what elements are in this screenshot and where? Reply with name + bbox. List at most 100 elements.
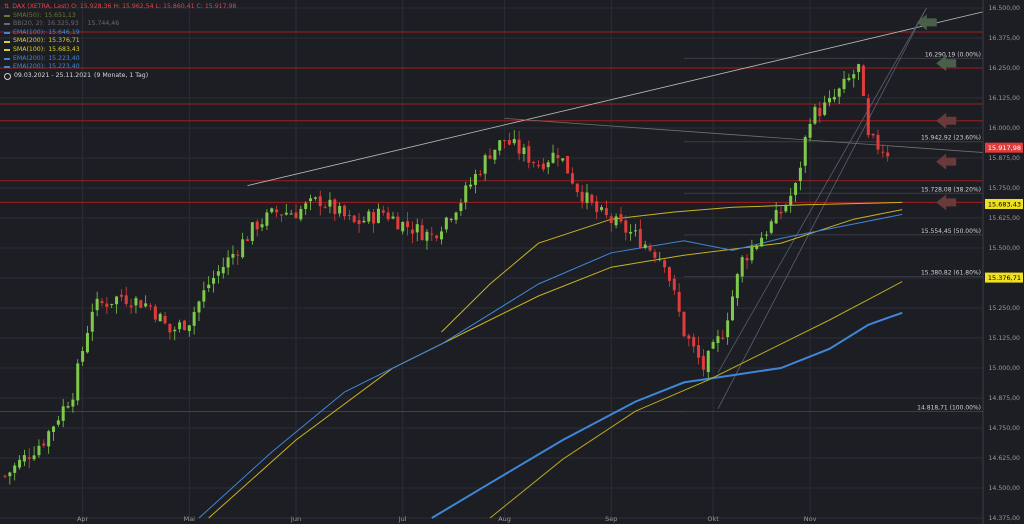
price-tag-label: 15.917,98	[988, 144, 1021, 152]
ma-line	[441, 201, 903, 333]
legend-label: EMA(200):	[13, 54, 46, 62]
legend-row: EMA(200): 15.223,40	[4, 63, 236, 72]
candle-up	[808, 123, 812, 138]
candle-down	[575, 183, 579, 193]
x-tick-label: Aug	[498, 515, 511, 523]
candle-down	[566, 156, 570, 174]
candle-up	[178, 322, 182, 330]
arrow-marker-icon	[936, 112, 957, 129]
candle-up	[711, 341, 715, 349]
candle-down	[42, 443, 46, 446]
candle-up	[299, 208, 303, 220]
candle-down	[396, 216, 400, 230]
arrow-marker-icon	[916, 14, 937, 31]
candle-up	[134, 298, 138, 306]
candle-up	[71, 399, 75, 407]
dax-logo-icon: ⇅	[4, 3, 10, 10]
trendline	[247, 7, 1000, 186]
candle-down	[701, 355, 705, 370]
candle-down	[105, 303, 109, 307]
candle-up	[459, 203, 463, 211]
candle-down	[357, 220, 361, 225]
candle-down	[3, 475, 7, 477]
legend-swatch	[4, 49, 10, 52]
candle-up	[90, 311, 94, 332]
chart-legend: ⇅ DAX (XETRA, Last) O: 15.928,36 H: 15.9…	[4, 3, 236, 80]
y-tick-label: 15.250,00	[989, 305, 1021, 312]
price-tag	[985, 272, 1023, 283]
y-tick-label: 14.375,00	[989, 515, 1021, 522]
candle-down	[488, 155, 492, 159]
candle-up	[362, 220, 366, 223]
candle-up	[197, 301, 201, 313]
legend-label: EMA(100):	[13, 28, 46, 36]
ma-line	[431, 311, 903, 519]
candle-down	[275, 209, 279, 213]
legend-value: 15.646,19	[48, 28, 80, 36]
candle-down	[532, 162, 536, 164]
candle-up	[81, 351, 85, 362]
candle-up	[265, 212, 269, 226]
candle-up	[847, 77, 851, 81]
candle-down	[430, 233, 434, 235]
y-tick-label: 15.125,00	[989, 335, 1021, 342]
candle-down	[343, 205, 346, 217]
legend-swatch	[4, 32, 10, 35]
legend-title-row: ⇅ DAX (XETRA, Last) O: 15.928,36 H: 15.9…	[4, 3, 236, 12]
candle-up	[798, 167, 802, 181]
candle-up	[546, 162, 550, 168]
price-tag	[985, 198, 1023, 209]
candle-up	[284, 212, 288, 215]
legend-swatch	[4, 40, 10, 43]
candle-up	[823, 102, 827, 115]
ma-line	[198, 213, 903, 519]
y-tick-label: 16.125,00	[989, 95, 1021, 102]
candle-down	[279, 214, 283, 216]
candle-up	[473, 174, 477, 185]
candle-up	[634, 230, 637, 232]
candle-up	[66, 406, 70, 408]
y-tick-label: 16.000,00	[989, 125, 1021, 132]
candle-up	[483, 155, 487, 174]
candle-up	[464, 185, 468, 203]
candle-up	[18, 459, 22, 468]
arrow-marker-icon	[936, 153, 957, 170]
candle-up	[37, 445, 41, 456]
candle-up	[250, 222, 254, 241]
legend-row: SMA(50): 15.651,13	[4, 12, 236, 21]
candle-down	[745, 258, 749, 261]
candle-down	[352, 215, 356, 223]
y-tick-label: 15.750,00	[989, 185, 1021, 192]
legend-row: SMA(200): 15.376,71	[4, 37, 236, 46]
candle-up	[328, 199, 332, 207]
candle-up	[585, 192, 589, 203]
price-tag-label: 15.376,71	[988, 274, 1021, 282]
y-tick-label: 15.500,00	[989, 245, 1021, 252]
candle-up	[22, 455, 26, 462]
candle-down	[595, 201, 599, 212]
candle-up	[658, 258, 662, 260]
candle-down	[604, 208, 608, 216]
candle-up	[187, 325, 191, 332]
legend-value: 15.376,71	[48, 37, 80, 45]
y-tick-label: 16.375,00	[989, 35, 1021, 42]
candle-down	[333, 199, 337, 215]
legend-value: 15.223,40	[48, 54, 80, 62]
candle-up	[857, 64, 861, 73]
trendline	[717, 7, 927, 409]
candle-down	[153, 306, 157, 320]
candle-up	[832, 96, 836, 100]
legend-label: BB(20, 2):	[13, 20, 45, 28]
fib-label: 14.818,71 (100.00%)	[917, 405, 981, 412]
candle-down	[537, 165, 540, 167]
candle-up	[192, 312, 196, 326]
candle-up	[56, 420, 60, 425]
candle-up	[270, 208, 274, 213]
candle-up	[789, 195, 793, 206]
candle-up	[760, 237, 764, 247]
arrow-marker-icon	[936, 194, 957, 211]
candle-down	[677, 291, 681, 312]
candle-up	[313, 197, 317, 199]
candle-up	[241, 239, 245, 258]
